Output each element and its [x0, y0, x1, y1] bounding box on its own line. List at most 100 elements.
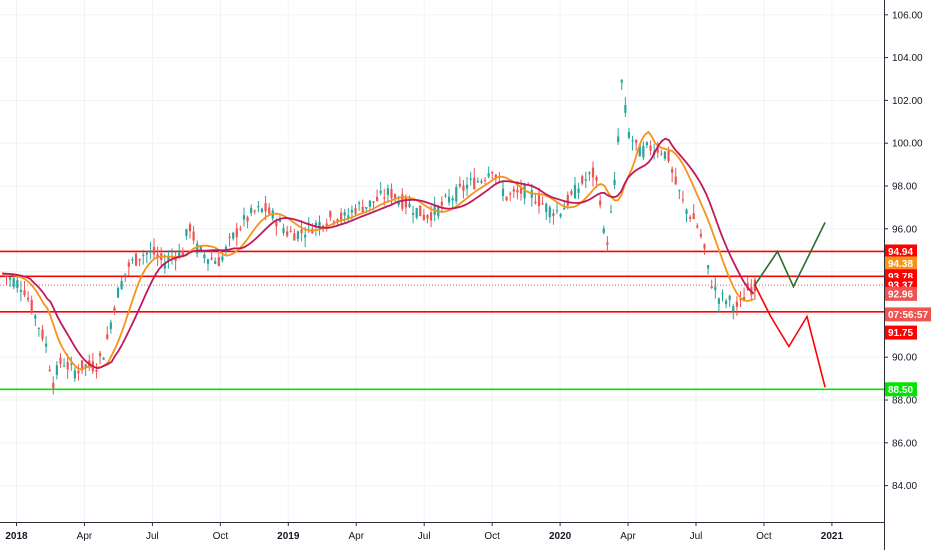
price-tag-label: 94.94	[888, 247, 913, 258]
candle-body	[642, 145, 645, 158]
candle-body	[692, 213, 695, 220]
candle-body	[350, 209, 354, 213]
candle-body	[242, 215, 246, 220]
x-tick-label: Apr	[77, 531, 93, 542]
candle-body	[660, 153, 663, 155]
candle-body	[332, 221, 336, 223]
candle-body	[253, 210, 256, 212]
x-tick-label: Jul	[690, 531, 703, 542]
candle-body	[649, 145, 652, 151]
candle-body	[217, 257, 220, 267]
projection-path-bullish[interactable]	[754, 222, 826, 289]
candle-body	[512, 189, 515, 192]
time-axis[interactable]: 2018 Apr Jul Oct 2019 Apr Jul Oct 2020 Apr Jul Oct 2…	[0, 522, 884, 542]
candle-body	[699, 233, 703, 237]
price-tag-label: 93.78	[888, 272, 913, 283]
y-tick-label: 96.00	[892, 224, 917, 235]
candle-body	[314, 222, 318, 227]
price-tag-label: 88.50	[888, 385, 913, 396]
candle-body	[145, 252, 148, 255]
candle-body	[707, 265, 710, 269]
candle-body	[318, 221, 321, 229]
candle-body	[55, 365, 58, 375]
candle-body	[98, 353, 102, 357]
candle-body	[555, 210, 559, 212]
candle-body	[440, 201, 443, 206]
candle-body	[678, 190, 681, 192]
x-tick-label: Oct	[484, 531, 500, 542]
candle-body	[106, 334, 109, 339]
y-tick-label: 90.00	[892, 353, 917, 364]
y-tick-label: 102.00	[892, 96, 923, 107]
candle-body	[178, 250, 181, 258]
candle-body	[588, 172, 591, 174]
candle-body	[717, 298, 721, 304]
x-tick-label: 2020	[549, 531, 572, 542]
candle-body	[30, 299, 33, 313]
candle-body	[138, 258, 141, 261]
candle-body	[268, 207, 271, 214]
candle-body	[34, 315, 37, 319]
candle-body	[638, 144, 641, 157]
x-tick-label: Apr	[620, 531, 636, 542]
candle-body	[541, 203, 544, 205]
candle-body	[422, 214, 425, 220]
candle-body	[80, 360, 84, 371]
candle-body	[66, 362, 69, 370]
candle-body	[221, 256, 224, 261]
candle-body	[181, 250, 184, 256]
projection-paths[interactable]	[754, 222, 826, 388]
candle-body	[286, 231, 289, 236]
price-tag-label: 94.38	[888, 259, 913, 270]
candle-body	[325, 223, 328, 227]
candle-body	[48, 369, 51, 372]
price-tag	[885, 325, 917, 340]
candle-body	[77, 370, 80, 374]
candle-body	[386, 188, 389, 196]
candle-body	[663, 151, 667, 159]
candle-body	[491, 172, 494, 174]
price-tag	[885, 256, 917, 271]
candle-body	[613, 179, 616, 185]
candle-body	[44, 343, 48, 347]
candle-body	[9, 276, 12, 280]
horizontal-levels[interactable]	[0, 250, 884, 391]
candle-body	[462, 185, 465, 191]
candle-body	[397, 200, 400, 205]
candle-body	[102, 357, 105, 360]
candle-body	[26, 297, 30, 300]
x-tick-label: Jul	[146, 531, 159, 542]
candle-body	[152, 246, 156, 255]
candle-body	[563, 207, 566, 210]
candle-body	[739, 299, 742, 301]
candle-body	[419, 205, 422, 217]
candle-body	[5, 275, 8, 277]
x-tick-label: Jul	[418, 531, 431, 542]
projection-path-bearish[interactable]	[754, 284, 826, 388]
candle-body	[721, 293, 724, 295]
candle-body	[735, 301, 739, 307]
candle-body	[487, 173, 490, 177]
candle-body	[714, 286, 717, 291]
candle-body	[458, 183, 461, 187]
candle-body	[278, 218, 282, 222]
candle-body	[134, 253, 138, 266]
candle-body	[142, 254, 145, 256]
candle-body	[455, 187, 458, 202]
candle-body	[188, 224, 192, 232]
candle-body	[275, 221, 278, 227]
candle-body	[340, 212, 343, 221]
candle-body	[595, 176, 598, 181]
candle-body	[573, 184, 577, 199]
y-tick-label: 86.00	[892, 438, 917, 449]
candle-body	[372, 201, 375, 203]
candle-body	[725, 300, 728, 305]
candle-body	[447, 196, 451, 203]
candle-body	[70, 363, 73, 365]
candle-body	[347, 215, 350, 219]
candle-body	[552, 213, 555, 217]
candle-body	[149, 250, 152, 253]
price-tag	[885, 244, 917, 259]
candle-body	[390, 188, 393, 199]
